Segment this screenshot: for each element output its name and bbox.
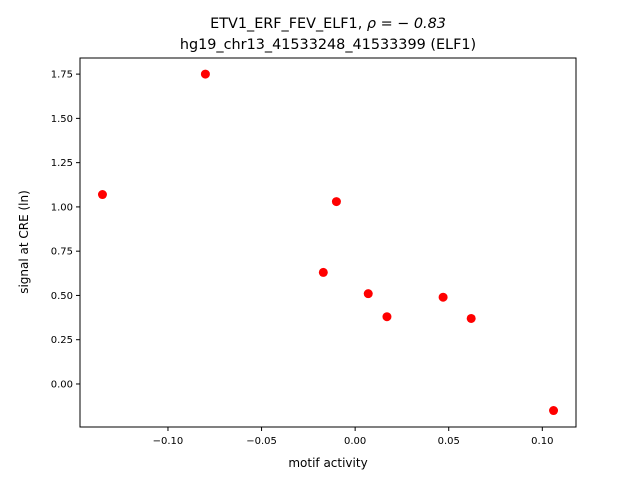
y-tick-label: 0.00	[51, 379, 73, 390]
x-tick-label: 0.10	[531, 436, 553, 447]
x-tick-label: −0.10	[153, 436, 184, 447]
data-point	[331, 197, 341, 207]
y-tick-label: 1.50	[51, 114, 73, 125]
data-point	[549, 406, 559, 416]
y-tick-label: 1.25	[51, 158, 73, 169]
y-tick-label: 1.75	[51, 70, 73, 81]
chart-title-line1: ETV1_ERF_FEV_ELF1, ρ = − 0.83	[210, 16, 446, 32]
y-tick-label: 0.50	[51, 291, 73, 302]
x-axis-label: motif activity	[288, 456, 367, 470]
data-point	[382, 312, 392, 322]
data-point	[318, 267, 328, 277]
y-axis-label: signal at CRE (ln)	[17, 190, 31, 294]
y-tick-label: 0.75	[51, 247, 73, 258]
data-point	[200, 69, 210, 79]
data-point	[97, 190, 107, 200]
y-tick-label: 1.00	[51, 202, 73, 213]
data-point	[438, 292, 448, 302]
y-tick-label: 0.25	[51, 335, 73, 346]
data-point	[363, 289, 373, 299]
x-tick-label: 0.05	[438, 436, 460, 447]
plot-area-frame	[79, 57, 577, 428]
x-tick-label: −0.05	[246, 436, 277, 447]
x-tick-label: 0.00	[344, 436, 366, 447]
data-point	[466, 313, 476, 323]
chart-title-line2: hg19_chr13_41533248_41533399 (ELF1)	[180, 37, 476, 53]
